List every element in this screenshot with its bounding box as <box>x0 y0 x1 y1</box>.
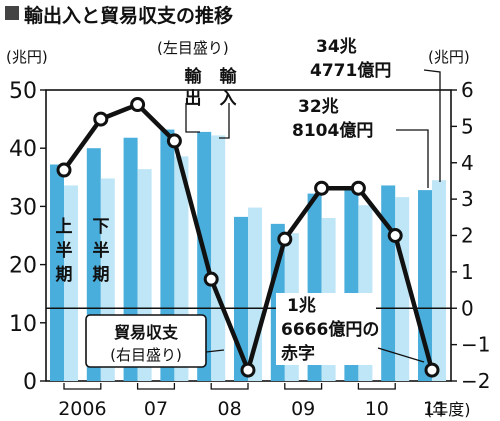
annotation-32-line2: 8104億円 <box>292 120 373 141</box>
vertical-char: 下 <box>93 217 110 237</box>
balance-label-box: 貿易収支 (右目盛り) <box>85 314 225 368</box>
vertical-char: 入 <box>220 89 237 109</box>
right-axis-ticks: −2 −1 0 1 2 3 4 5 6 <box>451 78 490 393</box>
export-series-label: 輸出 <box>185 66 203 109</box>
annotation-bg-1 <box>306 34 428 88</box>
right-tick-label: 3 <box>461 187 474 211</box>
second-half-label: 下半期 <box>93 217 110 285</box>
import-series-label: 輸入 <box>220 66 238 109</box>
vertical-char: 半 <box>93 240 110 261</box>
balance-label-leader <box>205 349 225 353</box>
annotation-34-leader <box>423 69 441 182</box>
annotation-deficit-line1: 1兆 <box>287 296 316 316</box>
right-tick-label: 5 <box>461 114 474 138</box>
right-tick-label: 2 <box>461 224 474 248</box>
balance-point <box>56 162 72 178</box>
annotation-deficit-leader <box>377 347 425 363</box>
year-bracket <box>63 383 102 390</box>
year-label: 2006 <box>58 398 106 420</box>
left-tick-label: 10 <box>9 312 37 337</box>
left-axis-unit: (兆円) <box>6 48 48 66</box>
left-tick-label: 50 <box>9 79 37 104</box>
vertical-char: 期 <box>56 265 73 285</box>
year-bracket <box>357 383 396 390</box>
annotation-32-leader <box>396 129 429 188</box>
balance-point <box>277 231 293 247</box>
balance-point <box>203 271 219 287</box>
balance-point <box>314 180 330 196</box>
import-leader-line <box>219 103 230 139</box>
left-tick-label: 40 <box>9 137 37 162</box>
half-year-labels: 上半期 下半期 <box>56 217 110 285</box>
balance-point <box>350 180 366 196</box>
export-leader-line <box>185 103 200 133</box>
balance-point <box>130 97 146 113</box>
annotation-deficit-line2: 6666億円の <box>281 319 379 340</box>
annotation-bg-3 <box>276 293 376 365</box>
balance-point <box>424 362 440 378</box>
year-label: 07 <box>144 398 168 420</box>
right-tick-label: 6 <box>461 78 474 102</box>
chart-title: 輸出入と貿易収支の推移 <box>24 4 233 27</box>
right-tick-label: −1 <box>461 333 490 357</box>
right-tick-label: −2 <box>461 369 490 393</box>
x-axis-suffix: (年度) <box>426 400 471 419</box>
balance-line-group <box>56 97 440 378</box>
annotation-32-line1: 32兆 <box>298 97 339 117</box>
annotation-bg-2 <box>288 94 400 144</box>
right-tick-label: 1 <box>461 260 474 284</box>
year-label: 10 <box>365 398 389 420</box>
title-group: 輸出入と貿易収支の推移 <box>5 4 233 27</box>
annotation-deficit-line3: 赤字 <box>281 343 315 364</box>
left-tick-label: 20 <box>9 254 37 279</box>
balance-point <box>387 228 403 243</box>
vertical-char: 出 <box>185 88 202 109</box>
vertical-char: 半 <box>56 240 73 261</box>
balance-point <box>240 362 256 378</box>
year-label: 09 <box>291 398 315 420</box>
year-label: 08 <box>218 398 242 420</box>
year-label: 11 <box>423 398 447 420</box>
series-labels: 輸出 輸入 <box>185 66 238 139</box>
right-axis-unit: (兆円) <box>428 48 470 66</box>
bar-scale-label: (左目盛り) <box>157 39 229 57</box>
right-tick-label: 0 <box>461 296 474 320</box>
import-bar <box>432 180 446 381</box>
vertical-char: 上 <box>56 217 73 237</box>
balance-point <box>93 111 109 127</box>
balance-label-line2: (右目盛り) <box>110 346 182 364</box>
x-axis-year-labels: 2006 07 08 09 10 11 <box>58 383 447 420</box>
left-tick-label: 0 <box>23 370 37 395</box>
balance-label-frame <box>85 314 207 368</box>
annotation-34-line1: 34兆 <box>316 37 357 57</box>
annotation-34-line2: 4771億円 <box>310 60 391 81</box>
year-bracket <box>210 383 249 390</box>
year-bracket <box>284 383 323 390</box>
vertical-char: 期 <box>93 265 110 285</box>
import-bar <box>211 135 226 381</box>
import-bar <box>64 185 78 381</box>
balance-point <box>166 133 182 149</box>
right-tick-label: 4 <box>461 151 474 175</box>
balance-label-line1: 貿易収支 <box>114 323 179 342</box>
export-bar <box>50 164 64 381</box>
first-half-label: 上半期 <box>56 217 73 285</box>
year-bracket <box>136 383 176 390</box>
vertical-char: 輸 <box>185 66 203 87</box>
left-axis-ticks: 0 10 20 30 40 50 <box>9 79 46 395</box>
left-tick-label: 30 <box>9 195 37 220</box>
vertical-char: 輸 <box>220 66 238 87</box>
title-cube-icon <box>5 6 19 20</box>
annotations: 34兆 4771億円 32兆 8104億円 1兆 6666億円の 赤字 <box>276 34 441 365</box>
